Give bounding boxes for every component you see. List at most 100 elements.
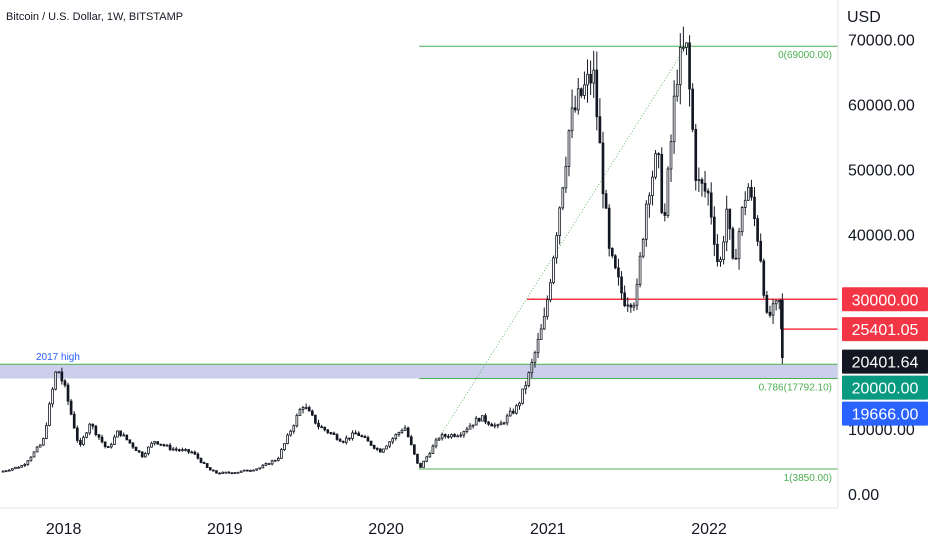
price-badge: [842, 349, 928, 374]
candle-down: [728, 208, 732, 230]
candle-up: [558, 207, 562, 237]
candle-up: [493, 424, 497, 427]
candle-down: [709, 192, 713, 218]
candle-up: [471, 424, 475, 427]
candle-up: [666, 168, 670, 216]
candle-up: [682, 46, 685, 49]
candle-down: [453, 434, 456, 437]
candle-down: [63, 380, 67, 386]
candle-down: [137, 450, 141, 453]
price-badge-label: 20000.00: [852, 381, 919, 398]
candle-up: [38, 444, 42, 448]
candle-down: [580, 88, 583, 96]
candle-down: [607, 207, 611, 249]
candle-up: [632, 304, 636, 308]
candle-down: [218, 472, 221, 475]
candle-down: [199, 457, 203, 463]
candle-down: [178, 449, 181, 452]
price-tick-label: 70000.00: [848, 33, 915, 50]
time-axis[interactable]: 2018 2019 2020 2021 2022: [0, 507, 838, 538]
candle-up: [147, 446, 150, 454]
support-zone-rect: [0, 364, 838, 379]
candle-down: [595, 69, 599, 118]
candle-down: [75, 427, 79, 441]
candle-up: [181, 449, 184, 452]
candle-up: [23, 464, 27, 467]
candle-up: [719, 259, 722, 263]
candle-down: [703, 182, 707, 192]
candle-up: [737, 231, 741, 259]
price-tick-label: 50000.00: [848, 163, 915, 180]
candle-up: [722, 241, 725, 261]
candle-down: [215, 470, 218, 474]
candle-up: [515, 405, 518, 414]
candle-up: [740, 207, 744, 233]
candle-down: [716, 243, 719, 263]
price-axis-unit: USD: [847, 9, 881, 26]
candle-up: [508, 410, 512, 417]
candle-down: [657, 153, 660, 156]
candle-up: [233, 472, 237, 474]
candle-up: [437, 437, 441, 441]
candle-down: [487, 421, 490, 425]
candle-down: [100, 436, 104, 443]
time-tick-label: 2018: [46, 521, 82, 538]
candle-up: [546, 299, 549, 317]
candle-up: [252, 469, 255, 472]
candle-down: [246, 469, 249, 472]
candle-up: [32, 451, 36, 458]
candle-up: [382, 448, 385, 453]
candle-up: [536, 338, 540, 354]
candle-down: [94, 425, 98, 435]
candle-up: [685, 42, 688, 48]
candle-down: [202, 462, 206, 464]
candle-down: [419, 462, 422, 468]
candle-up: [345, 437, 348, 443]
candle-up: [564, 165, 568, 189]
candle-down: [323, 426, 327, 431]
candle-down: [753, 196, 756, 220]
candle-down: [212, 469, 215, 472]
candle-down: [168, 444, 172, 450]
candle-down: [357, 432, 361, 437]
candle-down: [511, 410, 515, 414]
candle-up: [533, 352, 537, 363]
candle-down: [329, 432, 333, 434]
candle-up: [54, 371, 57, 390]
candle-down: [379, 448, 382, 453]
candle-down: [601, 142, 605, 195]
candle-up: [462, 431, 466, 436]
candle-up: [539, 328, 543, 340]
candle-down: [317, 422, 320, 428]
candle-down: [375, 447, 379, 450]
candle-up: [236, 471, 240, 474]
candle-down: [227, 471, 231, 474]
candle-down: [196, 453, 200, 459]
candle-down: [60, 371, 64, 382]
candle-down: [573, 107, 577, 111]
price-tick-label: 60000.00: [848, 98, 915, 115]
candle-up: [570, 107, 574, 132]
candle-up: [165, 444, 169, 447]
candle-up: [264, 463, 268, 466]
candle-down: [341, 440, 345, 443]
candle-up: [403, 427, 407, 431]
candle-down: [91, 423, 95, 427]
candle-up: [626, 304, 630, 307]
candle-up: [255, 468, 258, 471]
candle-up: [304, 407, 308, 409]
candle-down: [768, 311, 772, 316]
candle-down: [589, 73, 592, 84]
candle-down: [762, 260, 766, 296]
candle-down: [205, 463, 209, 468]
candle-up: [675, 84, 679, 97]
price-badge: [842, 401, 928, 426]
candle-up: [641, 238, 645, 257]
candle-down: [372, 444, 376, 449]
price-tick-label: 40000.00: [848, 227, 915, 244]
candle-down: [190, 451, 194, 454]
candle-down: [230, 472, 234, 475]
candle-up: [422, 460, 425, 468]
